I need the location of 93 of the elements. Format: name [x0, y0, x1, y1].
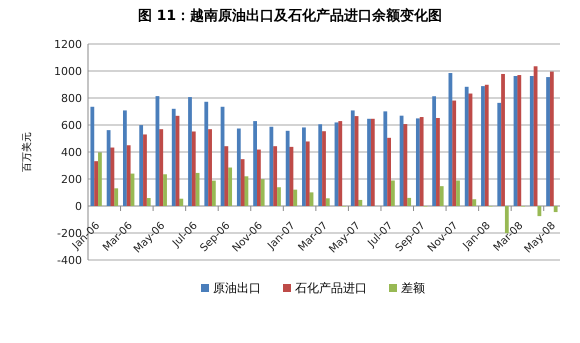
- y-tick-label: 200: [61, 173, 82, 186]
- bar: [220, 106, 224, 206]
- bar: [400, 116, 404, 206]
- bar: [212, 180, 216, 206]
- bar: [326, 198, 330, 206]
- bar: [318, 124, 322, 206]
- bar: [257, 150, 261, 206]
- bar: [236, 128, 241, 206]
- y-tick-label: 800: [61, 92, 82, 105]
- bar: [94, 161, 98, 206]
- bar: [546, 77, 550, 206]
- y-tick-label: 400: [61, 146, 82, 159]
- bar: [196, 172, 200, 206]
- bar: [98, 152, 102, 206]
- bar: [277, 187, 281, 206]
- bar: [456, 180, 460, 206]
- y-tick-label: 600: [61, 119, 82, 132]
- bar: [204, 102, 208, 206]
- bar: [322, 131, 326, 206]
- y-tick-label: 0: [75, 200, 82, 213]
- bar: [387, 138, 392, 206]
- bar: [228, 168, 232, 206]
- bar: [383, 111, 388, 206]
- bar: [114, 188, 118, 206]
- bar: [310, 192, 314, 206]
- legend-label: 差额: [401, 281, 425, 295]
- bar: [139, 125, 144, 206]
- bar: [208, 129, 212, 206]
- bar: [468, 94, 472, 206]
- bar: [358, 200, 362, 206]
- bar: [306, 141, 310, 206]
- bar: [354, 116, 358, 206]
- bar: [432, 96, 436, 206]
- bar: [130, 174, 134, 206]
- bar: [484, 84, 489, 206]
- bar: [534, 66, 538, 206]
- bar: [163, 174, 167, 206]
- legend-label: 石化产品进口: [295, 281, 367, 295]
- bar: [554, 206, 558, 212]
- bar: [436, 118, 440, 206]
- bar: [302, 127, 306, 206]
- bar: [110, 148, 114, 206]
- y-axis-title: 百万美元: [21, 132, 33, 172]
- bar: [501, 74, 505, 206]
- bar: [159, 129, 164, 206]
- bar: [240, 159, 245, 206]
- bar: [176, 116, 180, 206]
- bar: [391, 180, 395, 206]
- bar: [416, 118, 420, 206]
- bar: [172, 108, 176, 206]
- bar: [260, 179, 265, 206]
- bar: [530, 76, 534, 206]
- bar: [143, 134, 147, 206]
- bar: [286, 130, 290, 206]
- bar: [192, 131, 196, 206]
- bar: [370, 118, 375, 206]
- bar: [244, 176, 248, 206]
- bar: [448, 73, 452, 206]
- bar: [440, 186, 444, 206]
- bar: [146, 198, 151, 206]
- y-tick-label: -400: [57, 254, 82, 267]
- bar: [452, 100, 456, 206]
- bar: [334, 122, 338, 206]
- legend-label: 原油出口: [213, 281, 261, 295]
- bar: [367, 118, 371, 206]
- bar: [517, 75, 522, 206]
- bar: [497, 102, 502, 206]
- bar: [90, 106, 94, 206]
- bar: [224, 146, 228, 206]
- bar: [293, 190, 298, 206]
- bar: [403, 124, 408, 206]
- bar: [338, 121, 342, 206]
- bar: [126, 145, 131, 206]
- bar: [537, 206, 542, 216]
- bar: [179, 198, 184, 206]
- bar: [481, 86, 485, 206]
- bar: [407, 198, 412, 206]
- bar: [253, 121, 257, 206]
- bar: [290, 146, 294, 206]
- bar: [156, 96, 160, 206]
- bar: [122, 110, 127, 206]
- bar: [273, 146, 278, 206]
- bar: [269, 126, 274, 206]
- bar: [550, 72, 554, 206]
- bar: [514, 76, 518, 206]
- bar: [350, 110, 355, 206]
- chart-title: 图 11：越南原油出口及石化产品进口余额变化图: [138, 7, 442, 24]
- bar: [106, 130, 111, 206]
- bar: [464, 86, 469, 206]
- y-tick-label: 1000: [54, 65, 82, 78]
- bar: [420, 117, 424, 206]
- bar: [188, 97, 192, 206]
- y-tick-label: 1200: [54, 38, 82, 51]
